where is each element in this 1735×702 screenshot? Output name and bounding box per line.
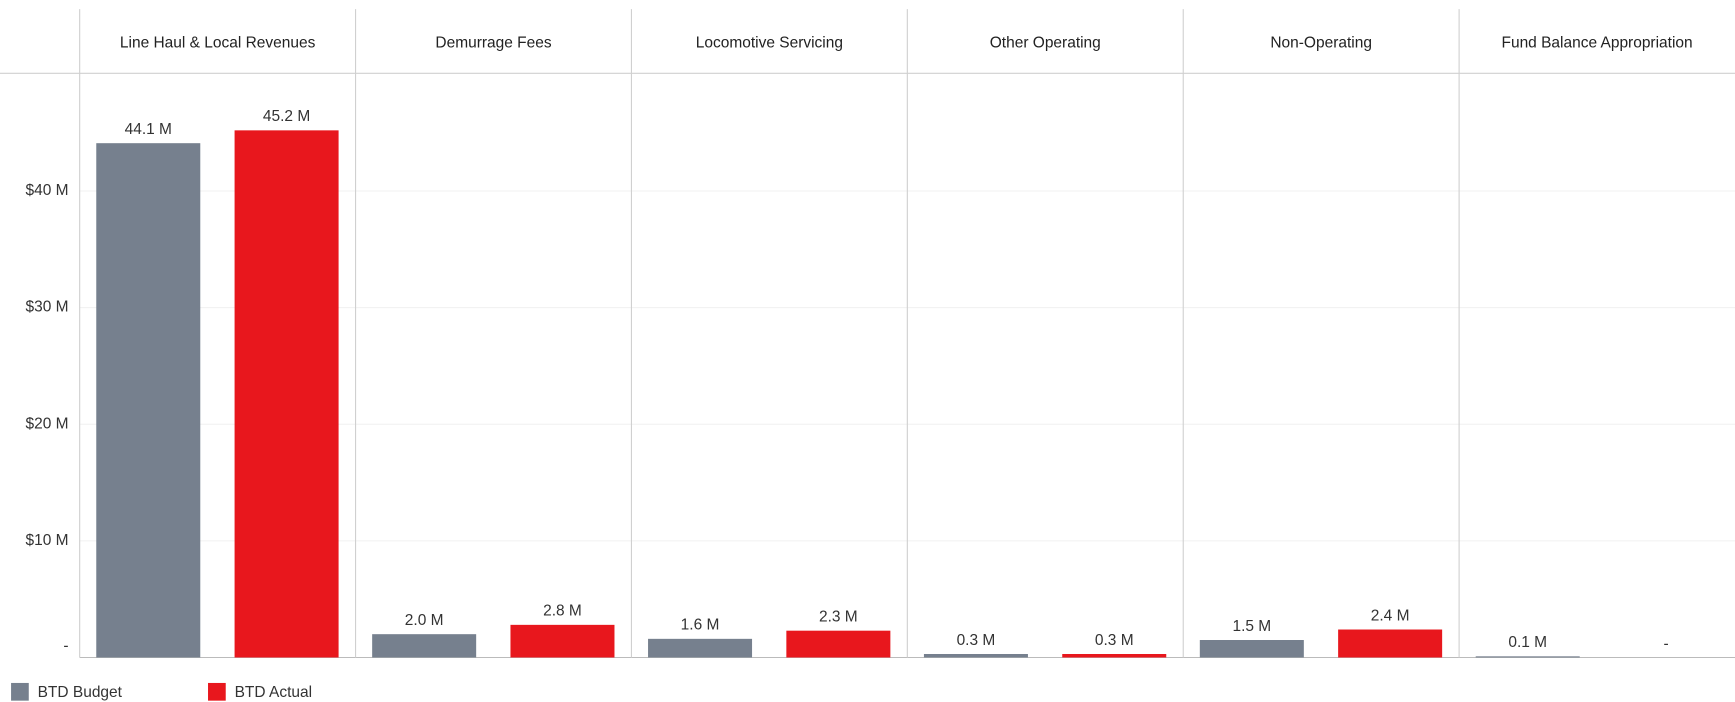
- panel-header: Demurrage Fees: [435, 34, 551, 51]
- bar: [1062, 654, 1167, 658]
- value-label: 0.3 M: [1095, 632, 1134, 649]
- value-label: 2.4 M: [1371, 607, 1410, 624]
- value-label: 45.2 M: [263, 108, 310, 125]
- bar: [234, 130, 339, 658]
- panel-header: Fund Balance Appropriation: [1502, 34, 1693, 51]
- value-label: 1.5 M: [1232, 618, 1271, 635]
- bar: [372, 634, 477, 658]
- value-label: -: [1663, 635, 1668, 652]
- panel-header: Line Haul & Local Revenues: [120, 34, 316, 51]
- legend-swatch: [208, 682, 226, 701]
- y-tick-label: -: [63, 638, 68, 655]
- y-tick-label: $20 M: [26, 415, 69, 432]
- bar: [1338, 629, 1443, 658]
- bar: [648, 638, 753, 658]
- panel-header: Non-Operating: [1270, 34, 1372, 51]
- legend-label: BTD Actual: [235, 684, 312, 701]
- bar: [923, 654, 1028, 658]
- y-tick-label: $30 M: [26, 299, 69, 316]
- value-label: 2.8 M: [543, 603, 582, 620]
- bar: [1199, 640, 1304, 658]
- legend-swatch: [11, 682, 29, 701]
- bar: [510, 624, 615, 658]
- value-label: 2.0 M: [405, 612, 444, 629]
- bar: [1475, 656, 1580, 658]
- y-tick-label: $10 M: [26, 532, 69, 549]
- legend-label: BTD Budget: [38, 684, 123, 701]
- panel-header: Other Operating: [990, 34, 1101, 51]
- bar: [786, 630, 891, 658]
- value-label: 1.6 M: [681, 617, 720, 634]
- panel-header: Locomotive Servicing: [696, 34, 843, 51]
- value-label: 0.1 M: [1508, 634, 1547, 651]
- y-tick-label: $40 M: [26, 182, 69, 199]
- bar: [96, 143, 201, 658]
- value-label: 2.3 M: [819, 608, 858, 625]
- value-label: 0.3 M: [957, 632, 996, 649]
- value-label: 44.1 M: [125, 121, 172, 138]
